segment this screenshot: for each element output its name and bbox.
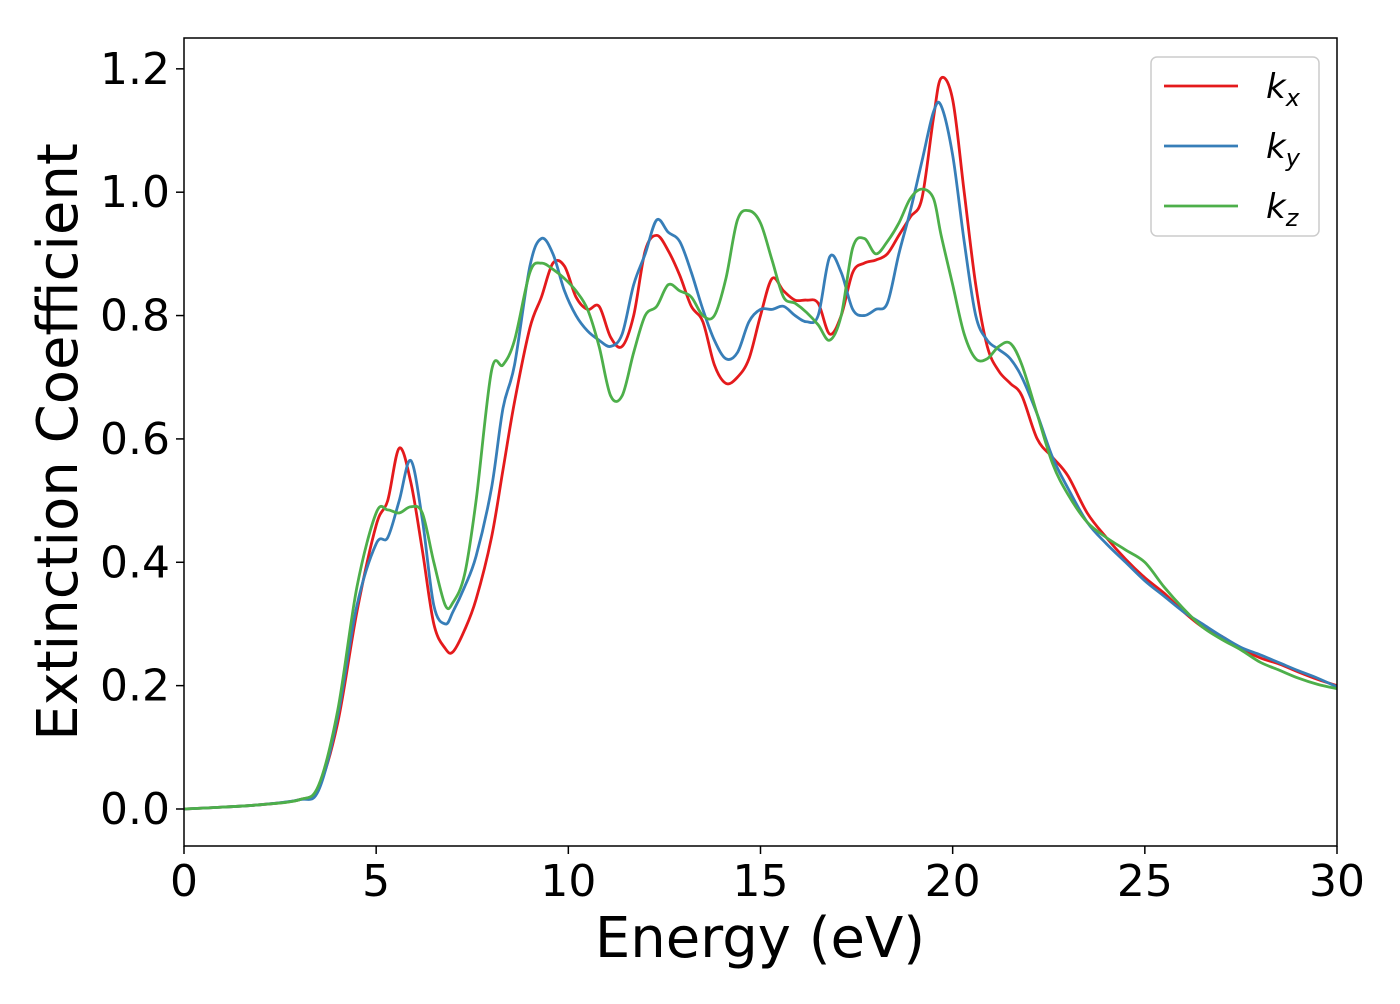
y-tick-label: 0.8 xyxy=(100,291,170,342)
y-axis-title: Extinction Coefficient xyxy=(26,143,91,741)
y-tick-label: 0.6 xyxy=(100,414,170,465)
x-axis: 0 5 10 15 20 25 30 xyxy=(170,846,1365,907)
legend-label-ky: ky xyxy=(1266,127,1301,172)
series-line-kx xyxy=(183,75,1338,811)
legend-label-kz: kz xyxy=(1266,187,1300,232)
y-tick-label: 0.2 xyxy=(100,661,170,712)
x-tick-label: 30 xyxy=(1309,856,1365,907)
y-tick-label: 1.0 xyxy=(100,167,170,218)
x-tick-label: 0 xyxy=(170,856,198,907)
y-axis: 0.0 0.2 0.4 0.6 0.8 1.0 1.2 xyxy=(100,44,184,835)
x-tick-label: 25 xyxy=(1117,856,1173,907)
series-line-kz xyxy=(183,187,1338,811)
y-tick-label: 0.4 xyxy=(100,537,170,588)
plot-lines xyxy=(183,75,1338,811)
y-tick-label: 0.0 xyxy=(100,784,170,835)
series-line-ky xyxy=(183,100,1338,811)
legend-label-kx: kx xyxy=(1266,67,1301,112)
x-tick-label: 10 xyxy=(540,856,596,907)
x-axis-title: Energy (eV) xyxy=(595,906,925,971)
x-tick-label: 15 xyxy=(733,856,789,907)
x-tick-label: 20 xyxy=(925,856,981,907)
x-tick-label: 5 xyxy=(362,856,390,907)
legend: kx ky kz xyxy=(1150,56,1320,237)
y-tick-label: 1.2 xyxy=(100,44,170,95)
